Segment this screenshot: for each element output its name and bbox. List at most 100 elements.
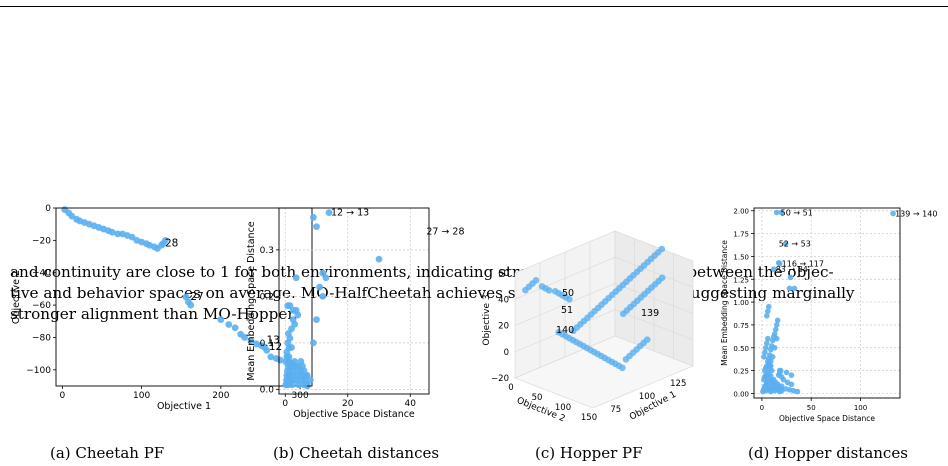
data-point: [217, 316, 225, 324]
data-point: [309, 213, 317, 221]
point-annotation: 139 → 140: [895, 209, 937, 218]
data-point: [313, 316, 320, 323]
data-point: [771, 344, 778, 351]
data-point: [768, 367, 775, 374]
data-point: [770, 266, 777, 273]
data-point: [319, 292, 327, 300]
data-point: [786, 285, 793, 292]
data-point: [791, 285, 798, 292]
data-point: [187, 301, 195, 309]
z-tick-label: 0: [504, 348, 509, 358]
x-axis-label: Objective 1: [157, 401, 211, 412]
data-point: [306, 376, 314, 384]
y-tick-label: 150: [581, 413, 597, 423]
grid-line: [514, 309, 694, 353]
x-tick-label: 300: [292, 391, 309, 401]
caption-c: (c) Hopper PF: [535, 444, 643, 462]
point-annotation: 116 → 117: [782, 260, 824, 269]
point-annotation: 28: [165, 238, 178, 250]
data-point: [545, 287, 553, 294]
data-point: [783, 369, 790, 376]
y-tick-label: −80: [32, 333, 51, 343]
y-tick-label: 1.25: [733, 276, 749, 284]
x-tick-label: 0: [59, 391, 65, 401]
caption-d: (d) Hopper distances: [748, 444, 908, 462]
data-point: [128, 233, 136, 241]
y-axis-label: Objective 2: [11, 270, 22, 324]
y-tick-label: 1.50: [733, 253, 749, 261]
data-point: [288, 344, 295, 351]
data-point: [294, 311, 302, 319]
data-point: [247, 337, 255, 345]
y-tick-label: −60: [32, 301, 51, 311]
point-annotation: 50 → 51: [781, 209, 813, 218]
data-point: [782, 240, 789, 247]
data-point: [780, 376, 787, 383]
z-tick-label: 20: [498, 322, 509, 332]
x-axis-label: Objective Space Distance: [779, 414, 875, 423]
y-tick-label: 100: [555, 403, 571, 413]
y-tick-label: −40: [32, 269, 51, 279]
data-point: [773, 335, 780, 342]
y-tick-label: 50: [532, 393, 543, 403]
y-tick-label: 2.00: [733, 208, 749, 216]
point-annotation: 12 → 13: [331, 208, 369, 219]
x-tick-label: 125: [670, 379, 686, 389]
y-axis-label: Mean Embedding Space Distance: [720, 240, 729, 366]
caption-b: (b) Cheetah distances: [273, 444, 440, 462]
x-tick-label: 100: [133, 391, 150, 401]
data-point: [300, 381, 308, 389]
caption-a: (a) Cheetah PF: [50, 444, 165, 462]
data-point: [322, 274, 330, 282]
data-point: [161, 236, 169, 244]
z-tick-label: 60: [498, 269, 509, 279]
data-point: [313, 223, 320, 231]
data-point: [774, 317, 781, 324]
data-point: [114, 230, 122, 238]
x-tick-label: 0: [760, 404, 764, 412]
data-point: [765, 303, 772, 310]
data-point: [297, 358, 305, 365]
data-point: [763, 344, 769, 351]
z-tick-label: −20: [491, 374, 509, 384]
data-point: [772, 326, 779, 333]
data-point: [764, 312, 770, 319]
y-tick-label: 0.2: [260, 292, 274, 302]
plot-frame: [278, 207, 430, 395]
x-tick-label: 100: [854, 404, 867, 412]
data-point: [566, 295, 573, 303]
x-tick-label: 40: [405, 399, 417, 409]
point-annotation: 27: [190, 291, 203, 303]
data-point: [375, 255, 383, 263]
data-point: [68, 212, 76, 220]
data-point: [658, 245, 666, 253]
data-point: [289, 306, 297, 314]
y-tick-label: −100: [26, 366, 51, 376]
y-tick-label: 0.3: [260, 246, 274, 256]
x-tick-label: 200: [212, 391, 229, 401]
point-annotation: 83 → 84: [776, 265, 808, 274]
data-point: [764, 381, 770, 388]
data-point: [767, 358, 774, 365]
point-annotation: 51: [561, 305, 573, 316]
y-tick-label: 0.75: [733, 322, 749, 330]
grid-line: [514, 256, 694, 300]
y-tick-label: 0.25: [733, 368, 749, 376]
y-tick-label: 0.00: [733, 390, 749, 398]
y-tick-label: 0.0: [260, 385, 275, 395]
y-tick-label: 0.1: [260, 339, 274, 349]
data-point: [771, 331, 778, 337]
data-point: [285, 353, 293, 361]
data-point: [325, 209, 333, 217]
data-point: [231, 324, 239, 332]
x-axis-label: Objective Space Distance: [293, 409, 415, 420]
paragraph-line: stronger alignment than MO-Hopper.: [10, 305, 298, 323]
data-point: [291, 362, 299, 370]
data-point: [778, 209, 785, 216]
data-point: [794, 388, 801, 395]
z-tick-label: 40: [498, 295, 509, 305]
data-point: [108, 228, 116, 236]
y-tick-label: −20: [32, 236, 51, 246]
y-tick-label: 0.50: [733, 345, 749, 353]
